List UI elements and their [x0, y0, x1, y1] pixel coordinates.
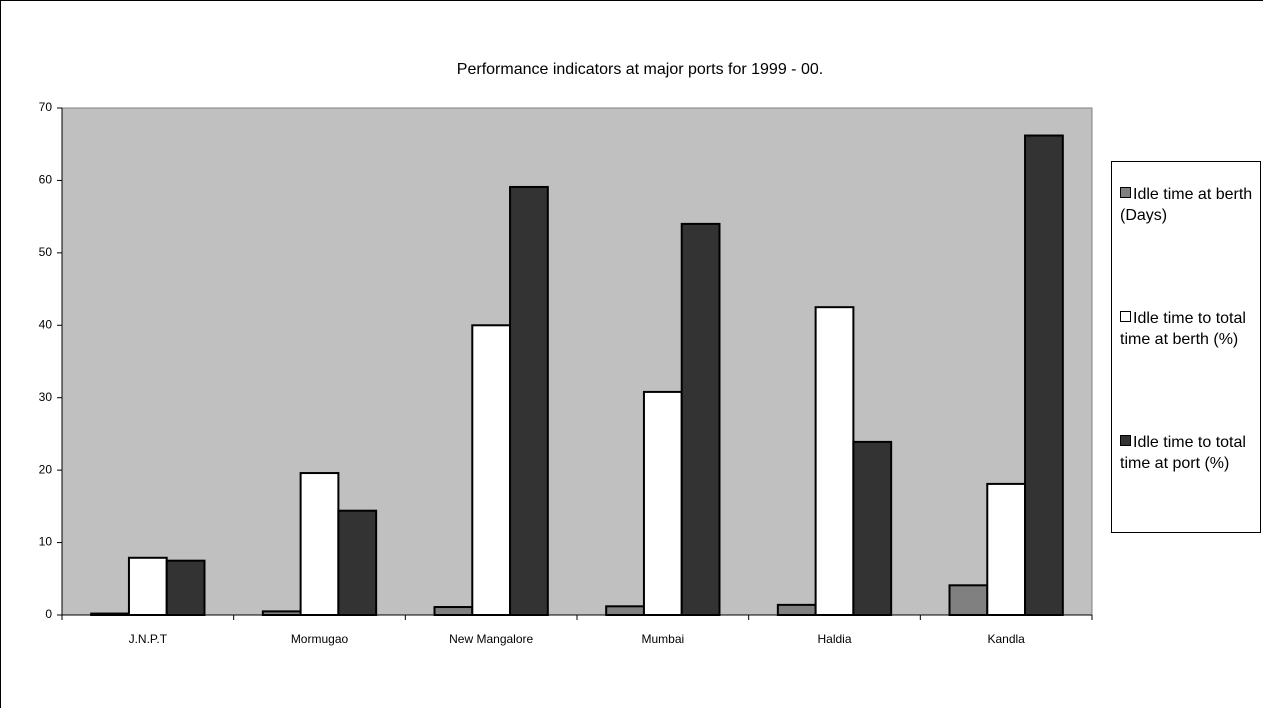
bar — [261, 610, 302, 617]
bar — [471, 324, 512, 616]
bar — [948, 584, 989, 616]
bar — [433, 606, 474, 616]
y-tick-label: 60 — [39, 173, 53, 187]
x-tick-label: Kandla — [987, 632, 1025, 646]
legend-item: Idle time to total time at berth (%) — [1120, 308, 1260, 350]
bar — [337, 509, 378, 616]
y-tick-label: 0 — [45, 607, 52, 621]
plot-area — [61, 107, 1093, 616]
x-tick-label: Mormugao — [291, 632, 349, 646]
x-tick-label: Mumbai — [641, 632, 684, 646]
bar — [605, 605, 645, 617]
bar — [299, 472, 340, 617]
legend-swatch — [1120, 187, 1131, 198]
bar — [127, 556, 168, 617]
x-tick-label: Haldia — [817, 632, 851, 646]
bar — [986, 482, 1027, 617]
legend-swatch — [1120, 435, 1131, 446]
y-tick-label: 30 — [39, 390, 53, 404]
bar — [165, 559, 206, 617]
bar — [1024, 134, 1064, 616]
y-tick-label: 40 — [39, 317, 53, 331]
x-tick-label: New Mangalore — [449, 632, 533, 646]
y-tick-label: 50 — [39, 245, 53, 259]
legend-label: Idle time to total time at port (%) — [1120, 434, 1246, 472]
legend-label: Idle time to total time at berth (%) — [1120, 310, 1246, 348]
bar — [90, 612, 130, 617]
bar — [776, 603, 817, 616]
y-tick-label: 20 — [39, 462, 53, 476]
y-tick-label: 70 — [39, 100, 53, 114]
legend: Idle time at berth (Days) Idle time to to… — [1111, 161, 1261, 533]
legend-item: Idle time at berth (Days) — [1120, 184, 1260, 226]
legend-item: Idle time to total time at port (%) — [1120, 432, 1260, 474]
x-tick-label: J.N.P.T — [129, 632, 168, 646]
bar — [852, 440, 893, 616]
y-tick-label: 10 — [39, 535, 53, 549]
bar — [814, 306, 855, 616]
legend-label: Idle time at berth (Days) — [1120, 186, 1253, 224]
chart-title: Performance indicators at major ports fo… — [457, 61, 823, 78]
bar — [509, 185, 549, 616]
bar — [680, 222, 721, 616]
bar — [642, 390, 683, 617]
legend-swatch — [1120, 311, 1131, 322]
